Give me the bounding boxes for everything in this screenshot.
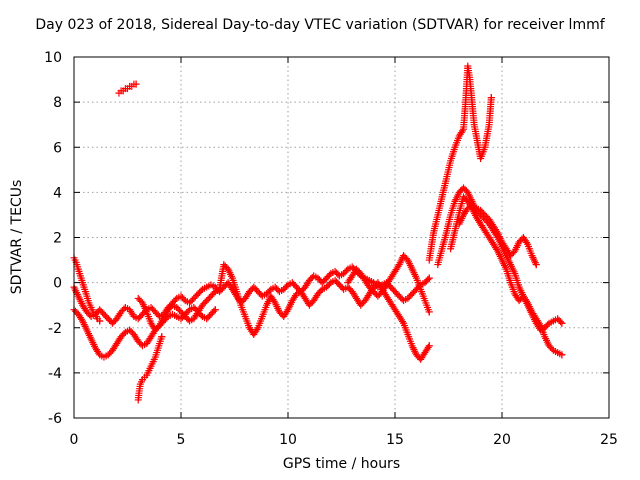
x-axis-label: GPS time / hours (282, 456, 401, 472)
data-point (532, 261, 540, 269)
x-tick-label: 20 (493, 432, 511, 448)
data-point (548, 345, 556, 353)
data-point (184, 307, 192, 315)
data-point (210, 307, 218, 315)
data-point (171, 296, 179, 304)
x-tick-label: 5 (177, 432, 186, 448)
data-point (283, 282, 291, 290)
data-point (556, 318, 564, 326)
y-tick-label: -4 (48, 366, 62, 382)
series-track-7 (344, 252, 433, 316)
data-point (253, 325, 261, 333)
data-point (211, 306, 219, 314)
data-point (544, 321, 552, 329)
data-point (342, 267, 350, 275)
data-point (158, 333, 166, 341)
x-tick-label: 10 (279, 432, 297, 448)
y-tick-label: -2 (48, 321, 62, 337)
data-point (197, 287, 205, 295)
series-track-11 (455, 202, 540, 269)
series-track-4 (115, 80, 140, 97)
data-point (425, 342, 433, 350)
data-point (487, 94, 495, 102)
data-series (70, 62, 566, 404)
data-point (425, 274, 433, 282)
series-track-5 (134, 333, 166, 404)
y-tick-label: 10 (44, 50, 62, 66)
data-point (120, 330, 128, 338)
y-tick-label: 6 (53, 140, 62, 156)
data-point (558, 351, 566, 359)
data-point (96, 317, 104, 325)
y-tick-label: 0 (53, 276, 62, 292)
x-tick-label: 0 (70, 432, 79, 448)
data-point (398, 318, 406, 326)
data-point (325, 280, 333, 288)
data-point (558, 319, 566, 327)
x-tick-label: 25 (600, 432, 618, 448)
data-point (180, 295, 188, 303)
series-track-8 (425, 62, 495, 264)
axis-ticks: 0 5 10 15 20 25 -6 -4 -2 0 2 4 6 8 10 (44, 50, 618, 448)
series-track-6 (134, 261, 433, 363)
data-point (424, 276, 432, 284)
y-tick-label: 8 (53, 95, 62, 111)
data-point (425, 308, 433, 316)
data-point (424, 343, 432, 351)
data-point (265, 287, 273, 295)
x-tick-label: 15 (386, 432, 404, 448)
data-point (317, 287, 325, 295)
series-track-3 (70, 254, 104, 325)
data-point (535, 320, 543, 328)
chart-title: Day 023 of 2018, Sidereal Day-to-day VTE… (35, 17, 605, 33)
data-point (523, 239, 531, 247)
data-point (458, 127, 466, 135)
data-point (132, 80, 140, 88)
data-point (325, 271, 333, 279)
y-tick-label: -6 (48, 411, 62, 427)
y-tick-label: 2 (53, 231, 62, 247)
data-point (210, 289, 218, 297)
y-tick-label: 4 (53, 185, 62, 201)
